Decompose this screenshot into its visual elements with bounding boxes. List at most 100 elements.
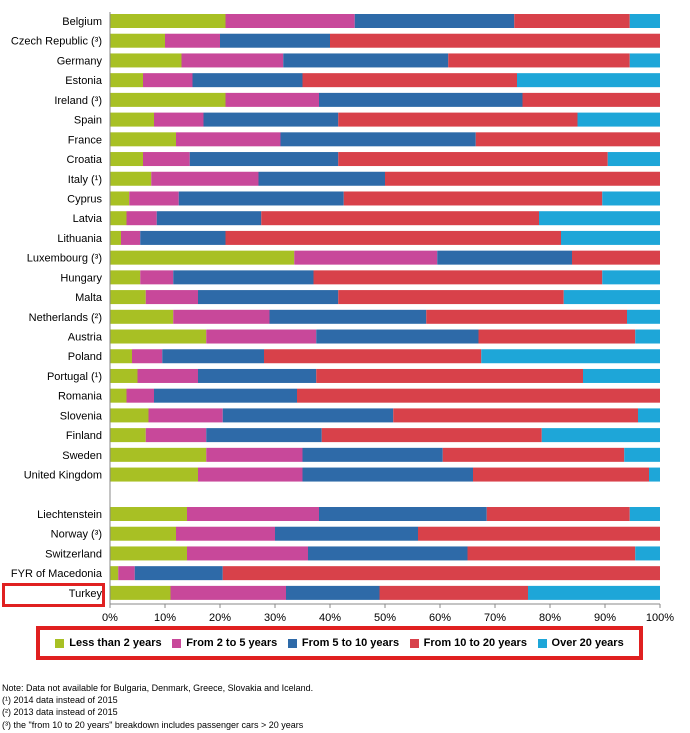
bar-segment-from-5-to-10-years [269,309,427,324]
bar-segment-over-20-years [635,329,660,344]
category-label: United Kingdom [24,470,102,482]
footnotes: Note: Data not available for Bulgaria, D… [2,682,313,731]
category-label: Netherlands (²) [29,312,102,324]
legend-swatch [409,638,419,648]
bar-segment-less-than-2-years [110,250,295,265]
bar-segment-from-2-to-5-years [132,349,163,364]
bar-segment-from-5-to-10-years [206,428,322,443]
bar-segment-from-5-to-10-years [140,230,226,245]
bar-segment-less-than-2-years [110,309,174,324]
turkey-highlight-box [2,583,105,607]
legend: Less than 2 years From 2 to 5 years From… [36,626,643,660]
bar-segment-from-10-to-20-years [330,33,660,48]
bar-segment-from-5-to-10-years [189,152,339,167]
legend-label: Less than 2 years [69,637,162,649]
bar-segment-less-than-2-years [110,270,141,285]
bar-segment-less-than-2-years [110,152,143,167]
bar-segment-from-5-to-10-years [198,368,317,383]
bar-segment-from-5-to-10-years [192,73,303,88]
bar-segment-from-10-to-20-years [478,329,636,344]
bar-segment-from-5-to-10-years [220,33,330,48]
x-tick-label: 100% [646,612,674,624]
x-tick-label: 60% [429,612,451,624]
bar-segment-less-than-2-years [110,368,138,383]
bar-segment-over-20-years [602,270,660,285]
bar-segment-from-5-to-10-years [178,191,344,206]
bar-segment-from-2-to-5-years [294,250,438,265]
legend-item-less-than-2: Less than 2 years [55,637,162,649]
bar-segment-from-2-to-5-years [225,14,355,28]
bar-segment-less-than-2-years [110,526,176,541]
bar-segment-from-5-to-10-years [283,53,449,68]
bar-segment-over-20-years [481,349,660,364]
bar-segment-less-than-2-years [110,467,198,482]
bar-segment-from-2-to-5-years [118,566,135,581]
bar-segment-from-2-to-5-years [176,526,275,541]
bar-segment-from-10-to-20-years [225,230,561,245]
legend-label: From 5 to 10 years [301,637,400,649]
category-label: Lithuania [57,233,103,245]
category-label: Turkey [69,588,103,600]
legend-swatch [172,638,182,648]
category-label: FYR of Macedonia [11,568,103,580]
bar-segment-from-2-to-5-years [145,428,207,443]
x-tick-label: 50% [374,612,396,624]
category-label: Croatia [67,154,103,166]
bar-segment-over-20-years [539,211,660,226]
category-label: Germany [57,55,103,67]
bar-segment-from-10-to-20-years [316,368,583,383]
bar-segment-from-2-to-5-years [176,132,281,147]
bar-segment-less-than-2-years [110,408,149,423]
bar-segment-from-5-to-10-years [302,467,473,482]
bar-segment-from-2-to-5-years [126,388,154,403]
bar-segment-from-2-to-5-years [121,230,141,245]
bar-segment-over-20-years [602,191,660,206]
bar-segment-from-5-to-10-years [354,14,515,28]
bar-segment-from-5-to-10-years [319,92,523,107]
bar-segment-from-10-to-20-years [426,309,627,324]
bar-segment-from-2-to-5-years [148,408,223,423]
bar-segment-from-5-to-10-years [316,329,479,344]
legend-item-10-to-20: From 10 to 20 years [409,637,527,649]
bar-segment-less-than-2-years [110,211,127,226]
bar-segment-from-10-to-20-years [321,428,542,443]
bar-segment-from-5-to-10-years [162,349,264,364]
x-tick-label: 10% [154,612,176,624]
bar-segment-less-than-2-years [110,329,207,344]
bar-segment-from-5-to-10-years [302,447,443,462]
bar-segment-less-than-2-years [110,290,146,305]
bar-segment-from-2-to-5-years [140,270,174,285]
bar-segment-from-5-to-10-years [198,290,339,305]
bar-segment-from-10-to-20-years [467,546,636,561]
bar-segment-from-5-to-10-years [173,270,314,285]
bar-segment-from-10-to-20-years [222,566,660,581]
note-line: (¹) 2014 data instead of 2015 [2,695,118,706]
bar-segment-over-20-years [528,585,660,600]
bar-segment-from-5-to-10-years [154,388,297,403]
category-label: Malta [75,292,103,304]
bar-segment-from-10-to-20-years [261,211,539,226]
bar-segment-less-than-2-years [110,447,207,462]
bar-segment-from-10-to-20-years [379,585,528,600]
category-label: Romania [58,391,103,403]
bar-segment-less-than-2-years [110,566,119,581]
bar-segment-from-2-to-5-years [143,152,190,167]
x-tick-label: 20% [209,612,231,624]
bar-segment-over-20-years [607,152,660,167]
bar-segment-from-2-to-5-years [187,507,319,521]
bar-segment-from-10-to-20-years [343,191,603,206]
bar-segment-from-10-to-20-years [264,349,482,364]
category-label: Portugal (¹) [47,371,102,383]
bar-segment-less-than-2-years [110,33,165,48]
note-line: Note: Data not available for Bulgaria, D… [2,683,314,693]
category-label: Austria [68,332,103,344]
category-label: Estonia [65,75,103,87]
bar-segment-less-than-2-years [110,428,146,443]
bar-segment-from-10-to-20-years [393,408,638,423]
legend-label: From 2 to 5 years [186,637,278,649]
stacked-bar-chart: Belgium Czech Republic (³) Germany Estonia I… [11,12,674,624]
bar-segment-from-10-to-20-years [385,171,660,186]
bar-segment-from-10-to-20-years [313,270,603,285]
bar-segment-less-than-2-years [110,92,226,107]
x-tick-label: 30% [264,612,286,624]
